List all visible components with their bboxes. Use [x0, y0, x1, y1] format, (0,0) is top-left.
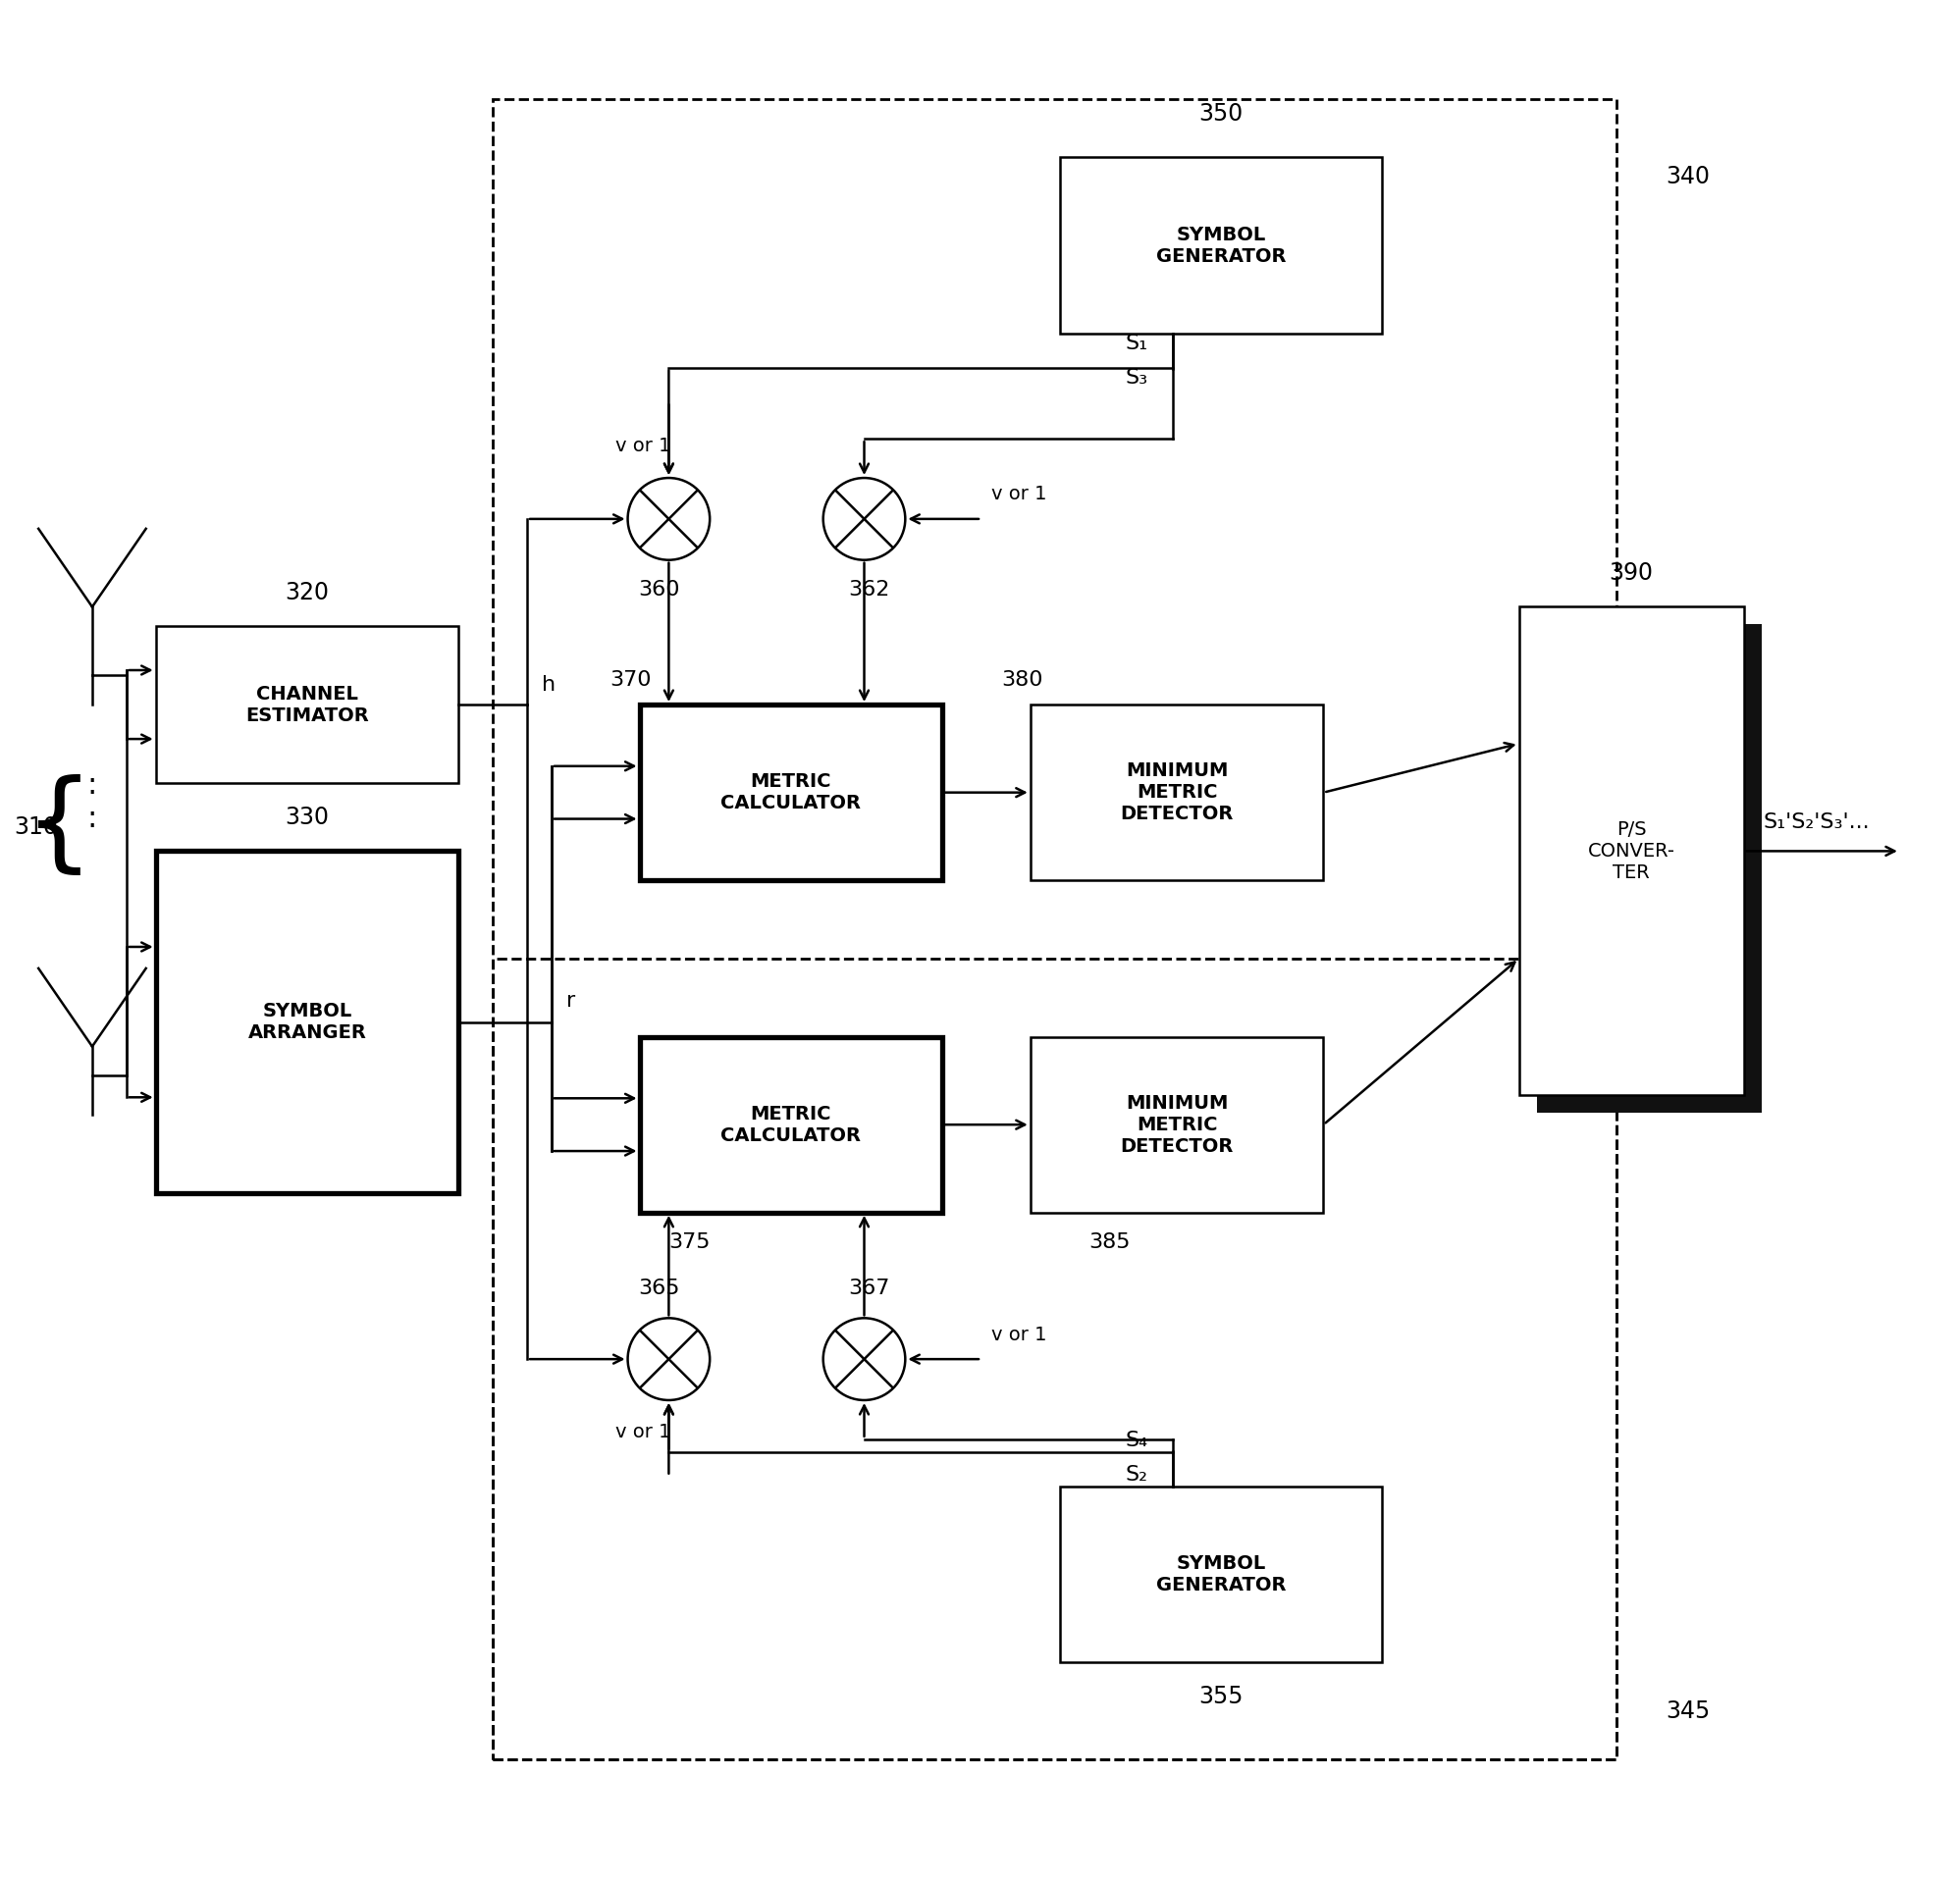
Text: 362: 362 [849, 579, 890, 598]
Bar [1060, 1486, 1382, 1663]
Text: 310: 310 [14, 814, 59, 839]
Text: MINIMUM
METRIC
DETECTOR: MINIMUM METRIC DETECTOR [1121, 762, 1233, 824]
Text: r: r [566, 991, 574, 1010]
Text: 360: 360 [639, 579, 680, 598]
Bar [155, 626, 459, 782]
Text: SYMBOL
ARRANGER: SYMBOL ARRANGER [247, 1003, 367, 1042]
Text: 380: 380 [1002, 670, 1043, 690]
Text: 375: 375 [668, 1232, 710, 1251]
Text: v or 1: v or 1 [615, 436, 670, 455]
Text: 350: 350 [1200, 102, 1243, 126]
Bar [1031, 1036, 1323, 1213]
Text: 385: 385 [1090, 1232, 1131, 1251]
Text: S₁: S₁ [1125, 333, 1149, 354]
Text: v or 1: v or 1 [992, 485, 1047, 504]
Text: v or 1: v or 1 [615, 1424, 670, 1441]
Bar [1031, 705, 1323, 880]
Text: S₂: S₂ [1125, 1465, 1149, 1484]
Text: SYMBOL
GENERATOR: SYMBOL GENERATOR [1156, 226, 1286, 265]
Text: S₄: S₄ [1125, 1430, 1149, 1450]
Text: S₁'S₂'S₃'...: S₁'S₂'S₃'... [1764, 813, 1870, 831]
Text: CHANNEL
ESTIMATOR: CHANNEL ESTIMATOR [245, 685, 368, 724]
Bar [639, 1036, 943, 1213]
Text: 370: 370 [610, 670, 653, 690]
Text: :
:: : : [86, 771, 98, 833]
Text: 340: 340 [1666, 166, 1709, 188]
Text: MINIMUM
METRIC
DETECTOR: MINIMUM METRIC DETECTOR [1121, 1093, 1233, 1155]
Bar [1519, 608, 1744, 1095]
Bar [1537, 624, 1762, 1114]
Text: METRIC
CALCULATOR: METRIC CALCULATOR [721, 1104, 860, 1146]
Text: 345: 345 [1666, 1699, 1709, 1723]
Text: S₃: S₃ [1125, 367, 1149, 387]
Text: METRIC
CALCULATOR: METRIC CALCULATOR [721, 773, 860, 813]
Text: 320: 320 [284, 581, 329, 604]
Text: {: { [24, 775, 92, 878]
Text: 355: 355 [1200, 1683, 1243, 1708]
Bar [155, 850, 459, 1193]
Bar [1060, 158, 1382, 333]
Text: 365: 365 [639, 1279, 680, 1298]
Text: 330: 330 [284, 805, 329, 830]
Text: SYMBOL
GENERATOR: SYMBOL GENERATOR [1156, 1554, 1286, 1595]
Bar [492, 959, 1617, 1761]
Bar [639, 705, 943, 880]
Text: v or 1: v or 1 [992, 1326, 1047, 1345]
Text: P/S
CONVER-
TER: P/S CONVER- TER [1588, 820, 1676, 882]
Text: h: h [541, 675, 555, 694]
Text: 367: 367 [849, 1279, 890, 1298]
Text: 390: 390 [1609, 561, 1654, 585]
Bar [492, 100, 1617, 1761]
